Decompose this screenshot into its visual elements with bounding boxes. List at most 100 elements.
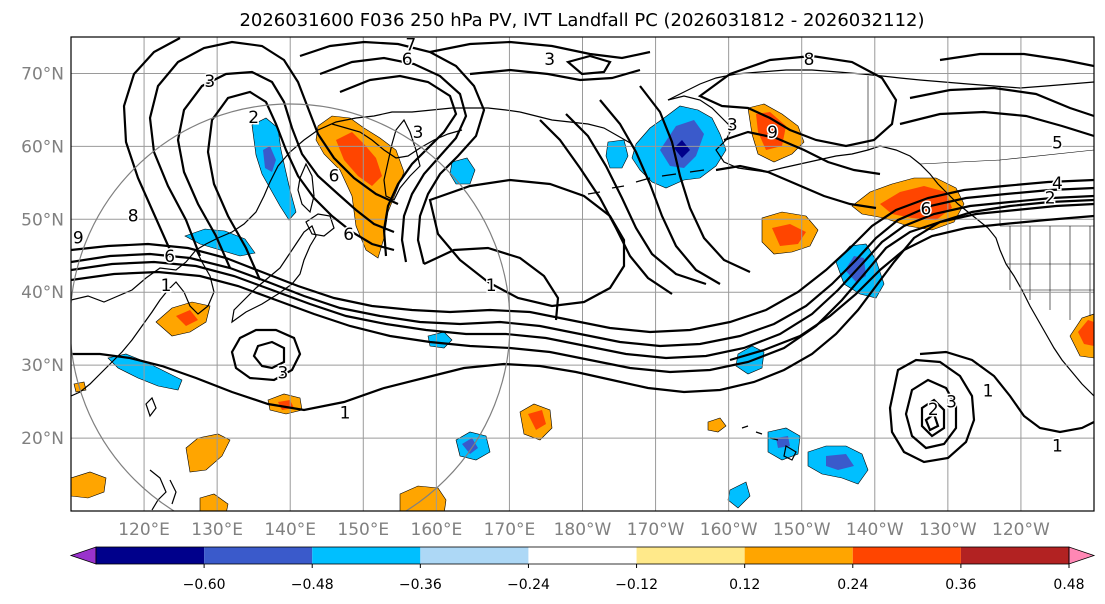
state-borders [1006, 226, 1094, 320]
positive-anomaly-sw-edge [71, 471, 107, 499]
contour-jet-3 [71, 202, 1094, 374]
contour-1-south-arc [71, 198, 1094, 412]
colorbar-swatch [744, 547, 853, 564]
positive-anomaly-yellow-sea-core [176, 310, 198, 326]
lon-label: 160°E [411, 520, 463, 540]
contour-jet-1 [71, 186, 1094, 348]
negative-anomaly-okhotsk [449, 157, 476, 185]
negative-anomaly-bering-max [674, 140, 690, 158]
lon-label: 150°W [773, 520, 831, 540]
contour-label: 3 [277, 363, 288, 383]
colorbar-swatch [204, 547, 313, 564]
contour-ridge-north-1 [299, 40, 486, 265]
coast-korea [71, 249, 215, 397]
contour-trough-asia-3 [148, 40, 399, 257]
contour-label: 6 [343, 225, 354, 245]
contour-label: 9 [767, 123, 778, 143]
colorbar-swatch [852, 547, 961, 564]
coast-taiwan [145, 396, 157, 418]
coast-aleutians [587, 169, 705, 195]
contour-label: 6 [329, 167, 340, 187]
contour-label: 2 [928, 400, 939, 420]
colorbar-tick-label: −0.12 [615, 577, 658, 593]
contour-label: 1 [983, 382, 994, 402]
contour-label: 3 [544, 50, 555, 70]
contour-canada-3 [939, 52, 1094, 68]
lon-label: 130°W [919, 520, 977, 540]
contour-subtropical-low-1 [919, 350, 1094, 434]
lon-label: 130°E [191, 520, 243, 540]
colorbar-swatch [528, 547, 637, 564]
lon-label: 120°W [992, 520, 1050, 540]
chart-title: 2026031600 F036 250 hPa PV, IVT Landfall… [239, 10, 924, 31]
positive-anomaly-ca-coast-core [1078, 320, 1094, 346]
contour-label: 3 [727, 116, 738, 136]
contour-label: 6 [402, 50, 413, 70]
positive-anomaly-south-2 [399, 485, 447, 511]
colorbar-swatch [312, 547, 421, 564]
contour-label: 4 [1052, 174, 1063, 194]
negative-anomaly-china [107, 353, 183, 391]
map-frame [70, 36, 1095, 512]
colorbar-swatch [420, 547, 529, 564]
contour-trough-asia-1 [176, 70, 395, 269]
positive-anomaly-taiwan [185, 433, 231, 473]
colorbar-tick-label: −0.48 [291, 577, 334, 593]
positive-anomaly-alaska-core [756, 112, 786, 150]
positive-anomaly-pacific-mid-core [772, 224, 806, 246]
contour-trough-asia-2 [206, 90, 395, 281]
contour-label: 8 [804, 50, 815, 70]
lon-label: 140°E [264, 520, 316, 540]
lon-label: 150°E [337, 520, 389, 540]
contour-ridge-north-2 [319, 56, 468, 263]
contour-ne-pacific-1 [729, 214, 1094, 362]
colorbar-extend-min [69, 546, 97, 565]
coast-north-america-arctic [881, 75, 1094, 89]
lon-label: 120°E [118, 520, 170, 540]
contour-label: 6 [164, 247, 175, 267]
contour-label: 6 [921, 199, 932, 219]
coast-alaska-north [667, 69, 883, 101]
coast-hawaii [741, 425, 797, 461]
contour-label: 2 [1045, 188, 1056, 208]
contour-subtropical-low-2 [888, 358, 976, 464]
coast-philippines [149, 469, 177, 511]
lat-label: 20°N [21, 429, 64, 449]
great-circle-marker [71, 103, 511, 511]
contour-trough-asia-4 [122, 37, 181, 251]
colorbar-swatch [636, 547, 745, 564]
contour-8-alaska [697, 54, 898, 148]
contour-arctic-2 [469, 68, 641, 82]
colorbar-tick-label: −0.36 [399, 577, 442, 593]
contour-label: 5 [1052, 134, 1063, 154]
contour-label: 1 [1052, 436, 1063, 456]
contour-label: 3 [204, 72, 215, 92]
negative-anomaly-pacific-1-core [462, 438, 478, 454]
lon-label: 140°W [846, 520, 904, 540]
colorbar-extend-max [1068, 546, 1096, 565]
contour-jet-4 [71, 178, 1094, 334]
lat-label: 40°N [21, 283, 64, 303]
pv-contours [71, 37, 1094, 464]
colorbar: −0.60 −0.48 −0.36 −0.24 −0.12 0.12 0.24 0.36 0.4… [69, 546, 1096, 593]
contour-label: 1 [340, 404, 351, 424]
colorbar-tick-label: −0.24 [507, 577, 550, 593]
contour-3-loop-west [230, 328, 302, 382]
colorbar-tick-label: −0.60 [183, 577, 226, 593]
contour-label: 1 [161, 276, 172, 296]
contour-ridge-north-3 [339, 74, 458, 257]
colorbar-outline [95, 546, 1070, 565]
contour-label: 7 [405, 35, 416, 55]
contour-jet-2 [71, 194, 1094, 360]
contour-arctic-1 [429, 40, 651, 60]
contour-alaska-ridge-3 [715, 164, 877, 210]
lon-label: 170°E [484, 520, 536, 540]
contour-label: 2 [248, 108, 259, 128]
contour-3-loop-inner [252, 340, 286, 370]
contour-subtropical-low-5 [924, 412, 940, 432]
contour-label: 3 [413, 123, 424, 143]
negative-anomaly-core [263, 146, 276, 172]
contour-bering-trough-4 [565, 113, 707, 286]
contour-1-open [423, 246, 560, 321]
positive-anomaly-south-1 [199, 493, 229, 511]
